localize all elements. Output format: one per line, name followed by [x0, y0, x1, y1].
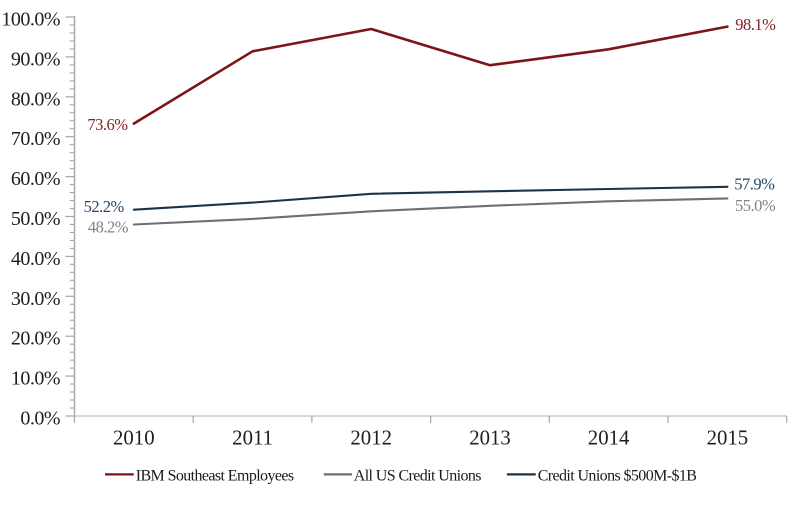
svg-text:50.0%: 50.0%	[11, 208, 60, 230]
svg-text:Credit Unions $500M-$1B: Credit Unions $500M-$1B	[538, 468, 697, 485]
svg-text:57.9%: 57.9%	[734, 174, 775, 193]
svg-text:55.0%: 55.0%	[735, 196, 776, 215]
svg-text:98.1%: 98.1%	[735, 15, 776, 34]
svg-text:70.0%: 70.0%	[11, 128, 60, 150]
svg-text:2010: 2010	[113, 426, 155, 449]
svg-text:0.0%: 0.0%	[20, 408, 60, 430]
svg-text:80.0%: 80.0%	[11, 88, 60, 110]
svg-text:All US Credit Unions: All US Credit Unions	[354, 468, 481, 485]
svg-text:IBM Southeast Employees: IBM Southeast Employees	[136, 468, 294, 485]
svg-text:2015: 2015	[707, 426, 749, 449]
svg-text:10.0%: 10.0%	[11, 368, 60, 390]
svg-text:40.0%: 40.0%	[11, 248, 60, 270]
svg-text:2011: 2011	[232, 426, 273, 449]
svg-text:20.0%: 20.0%	[11, 328, 60, 350]
svg-text:2012: 2012	[350, 426, 392, 449]
svg-text:2013: 2013	[469, 426, 511, 449]
svg-text:52.2%: 52.2%	[84, 197, 125, 216]
svg-text:48.2%: 48.2%	[88, 218, 129, 237]
svg-text:100.0%: 100.0%	[1, 9, 60, 31]
svg-text:2014: 2014	[588, 426, 630, 449]
svg-text:90.0%: 90.0%	[11, 48, 60, 70]
svg-text:30.0%: 30.0%	[11, 288, 60, 310]
svg-text:73.6%: 73.6%	[87, 115, 128, 134]
svg-text:60.0%: 60.0%	[11, 168, 60, 190]
